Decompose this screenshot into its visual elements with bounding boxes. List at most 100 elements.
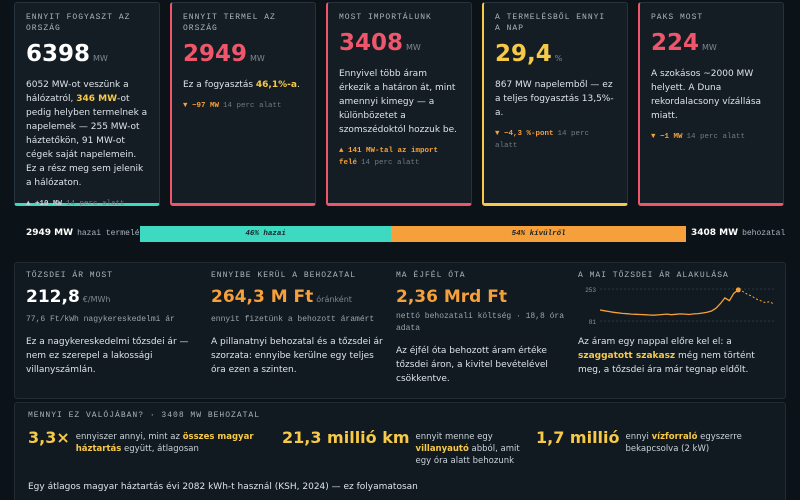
stat-card: MOST IMPORTÁLUNK 3408 MW Ennyivel több áram…	[326, 2, 472, 206]
unit: óránként	[316, 295, 352, 304]
chart-text: Az áram egy nappal előre kel el: a szagg…	[578, 335, 778, 377]
price-line	[599, 289, 739, 316]
unit: MW	[406, 43, 421, 52]
price-chart: 81 253	[585, 287, 775, 326]
metric-value: 212,8 €/MWh	[26, 287, 196, 310]
value: 212,8	[26, 287, 80, 307]
comparison-value: 3,3×	[28, 428, 70, 447]
text-part: A szokásos ~2000 MW helyett. A Duna reko…	[651, 69, 762, 121]
chart-label: A MAI TŐZSDEI ÁR ALAKULÁSA	[578, 271, 729, 280]
price-chart-box: A MAI TŐZSDEI ÁR ALAKULÁSA 81 253 Az áram e…	[578, 270, 778, 377]
right-label: behozatal	[742, 229, 786, 238]
value: 2,36 Mrd Ft	[396, 287, 507, 307]
current-point	[735, 287, 741, 293]
metric-value: 2,36 Mrd Ft	[396, 287, 568, 307]
card-value: 3408 MW	[339, 29, 460, 62]
metric-sub: 77,6 Ft/kWh nagykereskedelmi ár	[26, 315, 175, 324]
trend-note: 14 perc alatt	[223, 102, 282, 110]
trend: ▲ +10 MW 14 perc alatt	[26, 198, 148, 210]
metric-sub: nettó behozatali költség · 18,8 óra adat…	[396, 312, 565, 333]
trend: ▼ −97 MW 14 perc alatt	[183, 100, 304, 112]
trend-value: ▼ −97 MW	[183, 102, 220, 110]
card-label: PAKS MOST	[651, 13, 704, 22]
metric-label: TŐZSDEI ÁR MOST	[26, 271, 114, 280]
unit: MW	[250, 54, 265, 63]
value: 3408	[339, 30, 404, 56]
metric-text: Az éjfél óta behozott áram értéke tőzsde…	[396, 344, 568, 386]
unit: MW	[702, 43, 717, 52]
comparison-title: MENNYI EZ VALÓJÁBAN? · 3408 MW BEHOZATAL	[28, 411, 261, 420]
metric-text: A pillanatnyi behozatal és a tőzsdei ár …	[211, 335, 383, 377]
card-value: 2949 MW	[183, 40, 304, 73]
card-label: ENNYIT TERMEL AZ ORSZÁG	[183, 13, 276, 33]
card-value: 224 MW	[651, 29, 772, 62]
left-value: 2949 MW	[26, 228, 74, 238]
y-tick-label: 253	[585, 287, 596, 294]
text-part: ennyi	[625, 432, 652, 442]
stat-card: PAKS MOST 224 MW A szokásos ~2000 MW helyet…	[638, 2, 784, 206]
text-part: 6052 MW-ot veszünk a hálózatról,	[26, 80, 129, 104]
card-text: Ez a fogyasztás 46,1%-a.	[183, 78, 304, 92]
metric-value: 264,3 M Ft óránként	[211, 287, 383, 310]
unit: MW	[93, 54, 108, 63]
text-part: abból, amit egy óra alatt behozunk	[415, 444, 520, 466]
balance-segment: 54% kívülről	[391, 226, 686, 242]
y-tick-label: 81	[589, 319, 597, 326]
stat-card: ENNYIT FOGYASZT AZ ORSZÁG 6398 MW 6052 MW-o…	[14, 2, 160, 208]
trend-value: ▼ −1 MW	[651, 133, 683, 141]
comparison-item: 21,3 millió km ennyit menne egy villanyau…	[282, 428, 527, 467]
left-label: hazai termelés	[77, 229, 145, 238]
card-text: Ennyivel több áram érkezik a határon át,…	[339, 67, 460, 137]
value: 2949	[183, 41, 248, 67]
metric-text: Ez a nagykereskedelmi tőzsdei ár — nem e…	[26, 335, 196, 377]
comparison-text: ennyit menne egy villanyautó abból, amit…	[416, 431, 527, 467]
highlight: összes magyar háztartás	[75, 432, 254, 454]
trend-note: 14 perc alatt	[686, 133, 746, 141]
card-value: 6398 MW	[26, 40, 148, 73]
trend-note: 14 perc alatt	[495, 130, 590, 150]
comparison-text: ennyi vízforraló egyszerre bekapcsolva (…	[626, 431, 781, 455]
text-part: ennyit menne egy	[415, 432, 493, 442]
text-part: .	[296, 80, 300, 90]
text-part: Ez a fogyasztás	[183, 80, 256, 90]
metric: MA ÉJFÉL ÓTA 2,36 Mrd Ft nettó behozatali …	[396, 270, 568, 386]
segment-label: 46% hazai	[245, 230, 286, 238]
comparison-value: 1,7 millió	[536, 428, 620, 447]
value: 6398	[26, 41, 91, 67]
trend-value: ▼ −4,3 %-pont	[495, 130, 554, 138]
trend-note: 14 perc alatt	[361, 159, 420, 167]
card-label: A TERMELÉSBŐL ENNYI A NAP	[495, 13, 606, 33]
trend: ▼ −4,3 %-pont 14 perc alatt	[495, 128, 616, 152]
balance-segment: 46% hazai	[140, 226, 392, 242]
metric: TŐZSDEI ÁR MOST 212,8 €/MWh 77,6 Ft/kWh nag…	[26, 270, 196, 377]
unit: €/MWh	[82, 295, 111, 304]
card-text: 6052 MW-ot veszünk a hálózatról, 346 MW-…	[26, 78, 148, 190]
balance-left: 2949 MW hazai termelés	[26, 228, 144, 238]
highlight: vízforraló	[651, 432, 698, 442]
footnote: Egy átlagos magyar háztartás évi 2082 kW…	[28, 482, 418, 492]
text-part: együtt, átlagosan	[121, 444, 199, 454]
metric-sub: ennyit fizetünk a behozott áramért	[211, 315, 375, 324]
highlight: 46,1%-a	[255, 80, 297, 90]
metric-label: MA ÉJFÉL ÓTA	[396, 271, 466, 280]
card-text: A szokásos ~2000 MW helyett. A Duna reko…	[651, 67, 772, 123]
price-line	[738, 289, 775, 305]
card-text: 867 MW napelemből — ez a teljes fogyaszt…	[495, 78, 616, 120]
card-value: 29,4%	[495, 40, 616, 73]
value: 224	[651, 30, 700, 56]
text-part: Az éjfél óta behozott áram értéke tőzsde…	[396, 346, 548, 384]
trend: ▼ −1 MW 14 perc alatt	[651, 131, 772, 143]
text-part: egyszerre bekapcsolva (2 kW)	[625, 432, 742, 454]
text-part: még nem történt meg, a tőzsdei ára már t…	[578, 351, 755, 375]
comparison-text: ennyiszer annyi, mint az összes magyar h…	[76, 431, 273, 455]
trend-note: 14 perc alatt	[66, 200, 125, 208]
stat-card: A TERMELÉSBŐL ENNYI A NAP 29,4% 867 MW nap…	[482, 2, 628, 206]
segment-label: 54% kívülről	[511, 230, 566, 238]
metric-label: ENNYIBE KERÜL A BEHOZATAL	[211, 271, 357, 280]
comparison-item: 3,3× ennyiszer annyi, mint az összes magy…	[28, 428, 273, 455]
balance-right: 3408 MW behozatal	[691, 228, 785, 238]
text-part: ennyiszer annyi, mint az	[75, 432, 183, 442]
value: 29,4	[495, 41, 552, 67]
comparison-panel	[14, 402, 786, 500]
